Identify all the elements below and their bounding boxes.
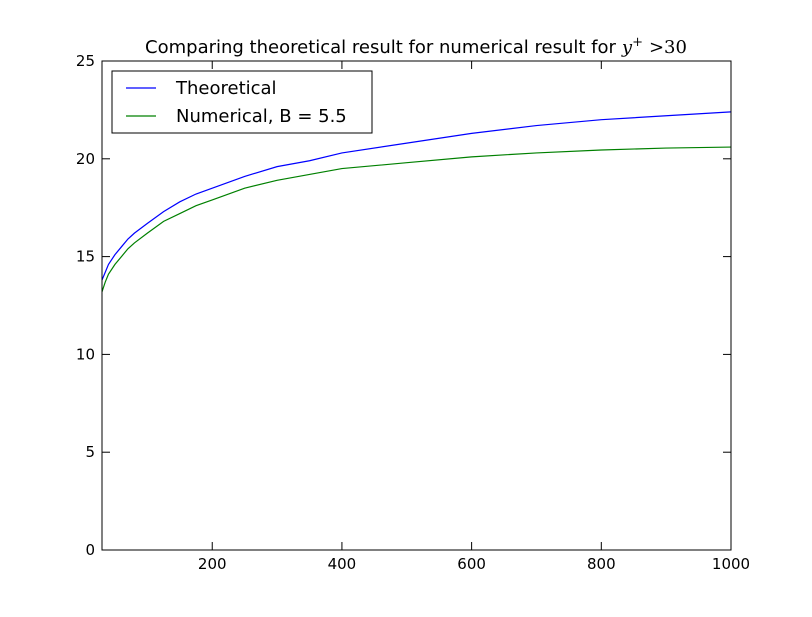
- chart-title-var: y: [621, 37, 633, 58]
- y-tick-label: 15: [76, 248, 95, 266]
- chart-title: Comparing theoretical result for numeric…: [145, 35, 687, 58]
- plot-lines: [101, 111, 732, 292]
- x-tick-label: 800: [587, 555, 616, 573]
- x-tick-label: 200: [198, 555, 227, 573]
- y-tick-label: 5: [85, 443, 95, 461]
- x-tick-label: 400: [328, 555, 357, 573]
- y-tick-label: 20: [76, 150, 95, 168]
- legend-label-numerical: Numerical, B = 5.5: [176, 106, 347, 127]
- legend-label-theoretical: Theoretical: [175, 78, 277, 99]
- y-tick-label: 0: [85, 541, 95, 559]
- legend: Theoretical Numerical, B = 5.5: [111, 70, 373, 134]
- chart-title-sup: +: [632, 35, 643, 50]
- x-tick-label: 1000: [712, 555, 750, 573]
- series-line-1: [101, 146, 732, 292]
- series-line-0: [101, 111, 732, 281]
- axis-tick-labels: 200 400 600 800 1000 0 5 10 15 20 25: [76, 52, 750, 573]
- y-tick-label: 10: [76, 345, 95, 363]
- chart-title-text: Comparing theoretical result for numeric…: [145, 37, 616, 58]
- x-tick-label: 600: [457, 555, 486, 573]
- axis-ticks: [102, 60, 732, 551]
- legend-box: [111, 70, 373, 134]
- chart-title-suffix: >30: [649, 37, 687, 58]
- plot-area-frame: [101, 60, 732, 551]
- y-tick-label: 25: [76, 52, 95, 70]
